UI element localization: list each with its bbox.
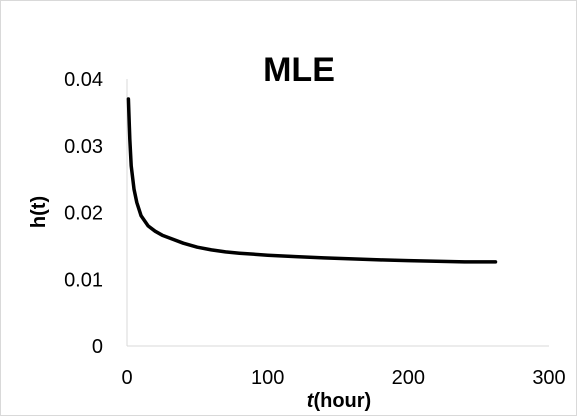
y-tick-labels: 0 0.01 0.02 0.03 0.04 [64,69,103,358]
y-tick-label: 0.04 [64,69,103,91]
x-tick-label: 300 [532,367,565,389]
x-tick-label: 0 [121,367,132,389]
x-tick-labels: 0 100 200 300 [121,367,565,389]
y-axis-label: h(t) [28,196,50,228]
x-tick-label: 100 [251,367,284,389]
chart-title: MLE [263,51,335,89]
x-axis-label-unit: (hour) [313,390,371,412]
x-tick-label: 200 [392,367,425,389]
x-axis-label: t(hour) [307,390,371,412]
y-tick-label: 0.02 [64,203,103,225]
y-tick-label: 0 [92,336,103,358]
x-axis-label-variable: t [307,390,315,412]
series-line-h [126,97,498,264]
y-tick-label: 0.01 [64,269,103,291]
y-tick-label: 0.03 [64,136,103,158]
